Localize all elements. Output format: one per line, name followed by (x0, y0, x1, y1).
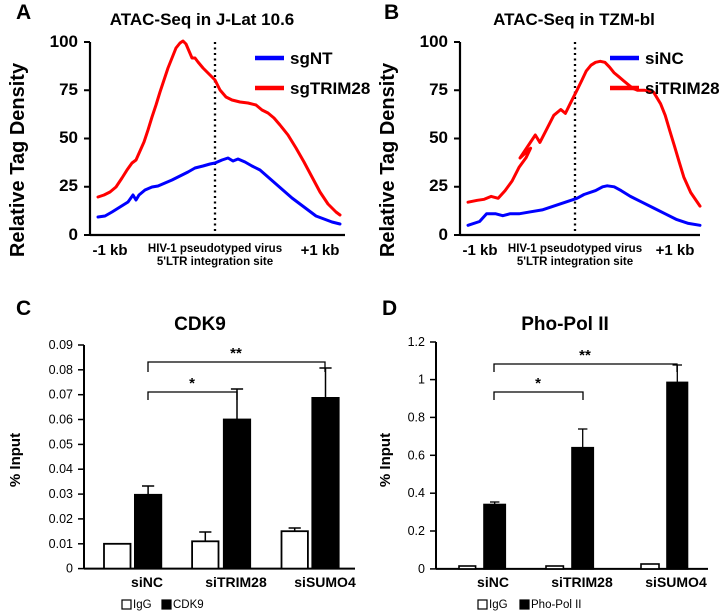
svg-text:% Input: % Input (377, 433, 394, 487)
svg-text:5'LTR integration site: 5'LTR integration site (517, 256, 633, 268)
svg-text:**: ** (579, 347, 591, 364)
svg-text:siNC: siNC (477, 574, 509, 590)
svg-text:0.03: 0.03 (49, 487, 73, 501)
svg-text:siTRIM28: siTRIM28 (645, 79, 720, 98)
svg-text:% Input: % Input (7, 433, 24, 487)
svg-text:siNC: siNC (645, 49, 684, 68)
svg-text:IgG: IgG (133, 599, 152, 611)
svg-text:0.6: 0.6 (408, 448, 425, 462)
svg-text:Pho-Pol II: Pho-Pol II (531, 599, 582, 611)
svg-text:25: 25 (59, 176, 78, 195)
svg-text:100: 100 (420, 32, 448, 51)
svg-text:0.8: 0.8 (408, 410, 425, 424)
svg-text:5'LTR integration site: 5'LTR integration site (157, 256, 273, 268)
svg-text:-1 kb: -1 kb (92, 242, 127, 259)
svg-text:siTRIM28: siTRIM28 (551, 574, 613, 590)
svg-text:50: 50 (59, 128, 78, 147)
svg-text:0.04: 0.04 (49, 462, 73, 476)
svg-text:CDK9: CDK9 (173, 599, 204, 611)
svg-text:0: 0 (439, 225, 448, 244)
svg-text:Relative Tag Density: Relative Tag Density (7, 62, 29, 257)
svg-text:0.02: 0.02 (49, 512, 73, 526)
svg-text:50: 50 (429, 128, 448, 147)
svg-text:*: * (535, 375, 541, 392)
svg-text:+1 kb: +1 kb (301, 242, 340, 259)
svg-text:0.09: 0.09 (49, 338, 73, 352)
svg-text:+1 kb: +1 kb (656, 242, 695, 259)
svg-text:*: * (189, 375, 195, 392)
svg-text:75: 75 (59, 80, 78, 99)
svg-text:25: 25 (429, 176, 448, 195)
svg-text:0.2: 0.2 (408, 524, 425, 538)
svg-text:siSUMO4: siSUMO4 (645, 574, 707, 590)
svg-text:0.4: 0.4 (408, 486, 425, 500)
svg-text:sgNT: sgNT (290, 49, 333, 68)
svg-text:0: 0 (69, 225, 78, 244)
svg-text:0.07: 0.07 (49, 388, 73, 402)
svg-text:siNC: siNC (131, 574, 163, 590)
svg-text:0.06: 0.06 (49, 413, 73, 427)
svg-text:Relative Tag Density: Relative Tag Density (377, 62, 399, 257)
svg-text:1.2: 1.2 (408, 335, 425, 349)
svg-text:0.01: 0.01 (49, 537, 73, 551)
svg-text:0: 0 (66, 562, 73, 576)
svg-text:75: 75 (429, 80, 448, 99)
svg-text:siSUMO4: siSUMO4 (294, 574, 356, 590)
svg-text:sgTRIM28: sgTRIM28 (290, 79, 370, 98)
svg-text:100: 100 (50, 32, 78, 51)
svg-text:**: ** (230, 345, 242, 362)
svg-text:HIV-1 pseudotyped virus: HIV-1 pseudotyped virus (508, 243, 642, 255)
svg-text:-1 kb: -1 kb (462, 242, 497, 259)
svg-text:0.08: 0.08 (49, 363, 73, 377)
svg-text:HIV-1 pseudotyped virus: HIV-1 pseudotyped virus (148, 243, 282, 255)
svg-text:0: 0 (418, 562, 425, 576)
svg-text:siTRIM28: siTRIM28 (205, 574, 267, 590)
svg-text:0.05: 0.05 (49, 437, 73, 451)
svg-text:1: 1 (418, 373, 425, 387)
svg-text:IgG: IgG (489, 599, 508, 611)
